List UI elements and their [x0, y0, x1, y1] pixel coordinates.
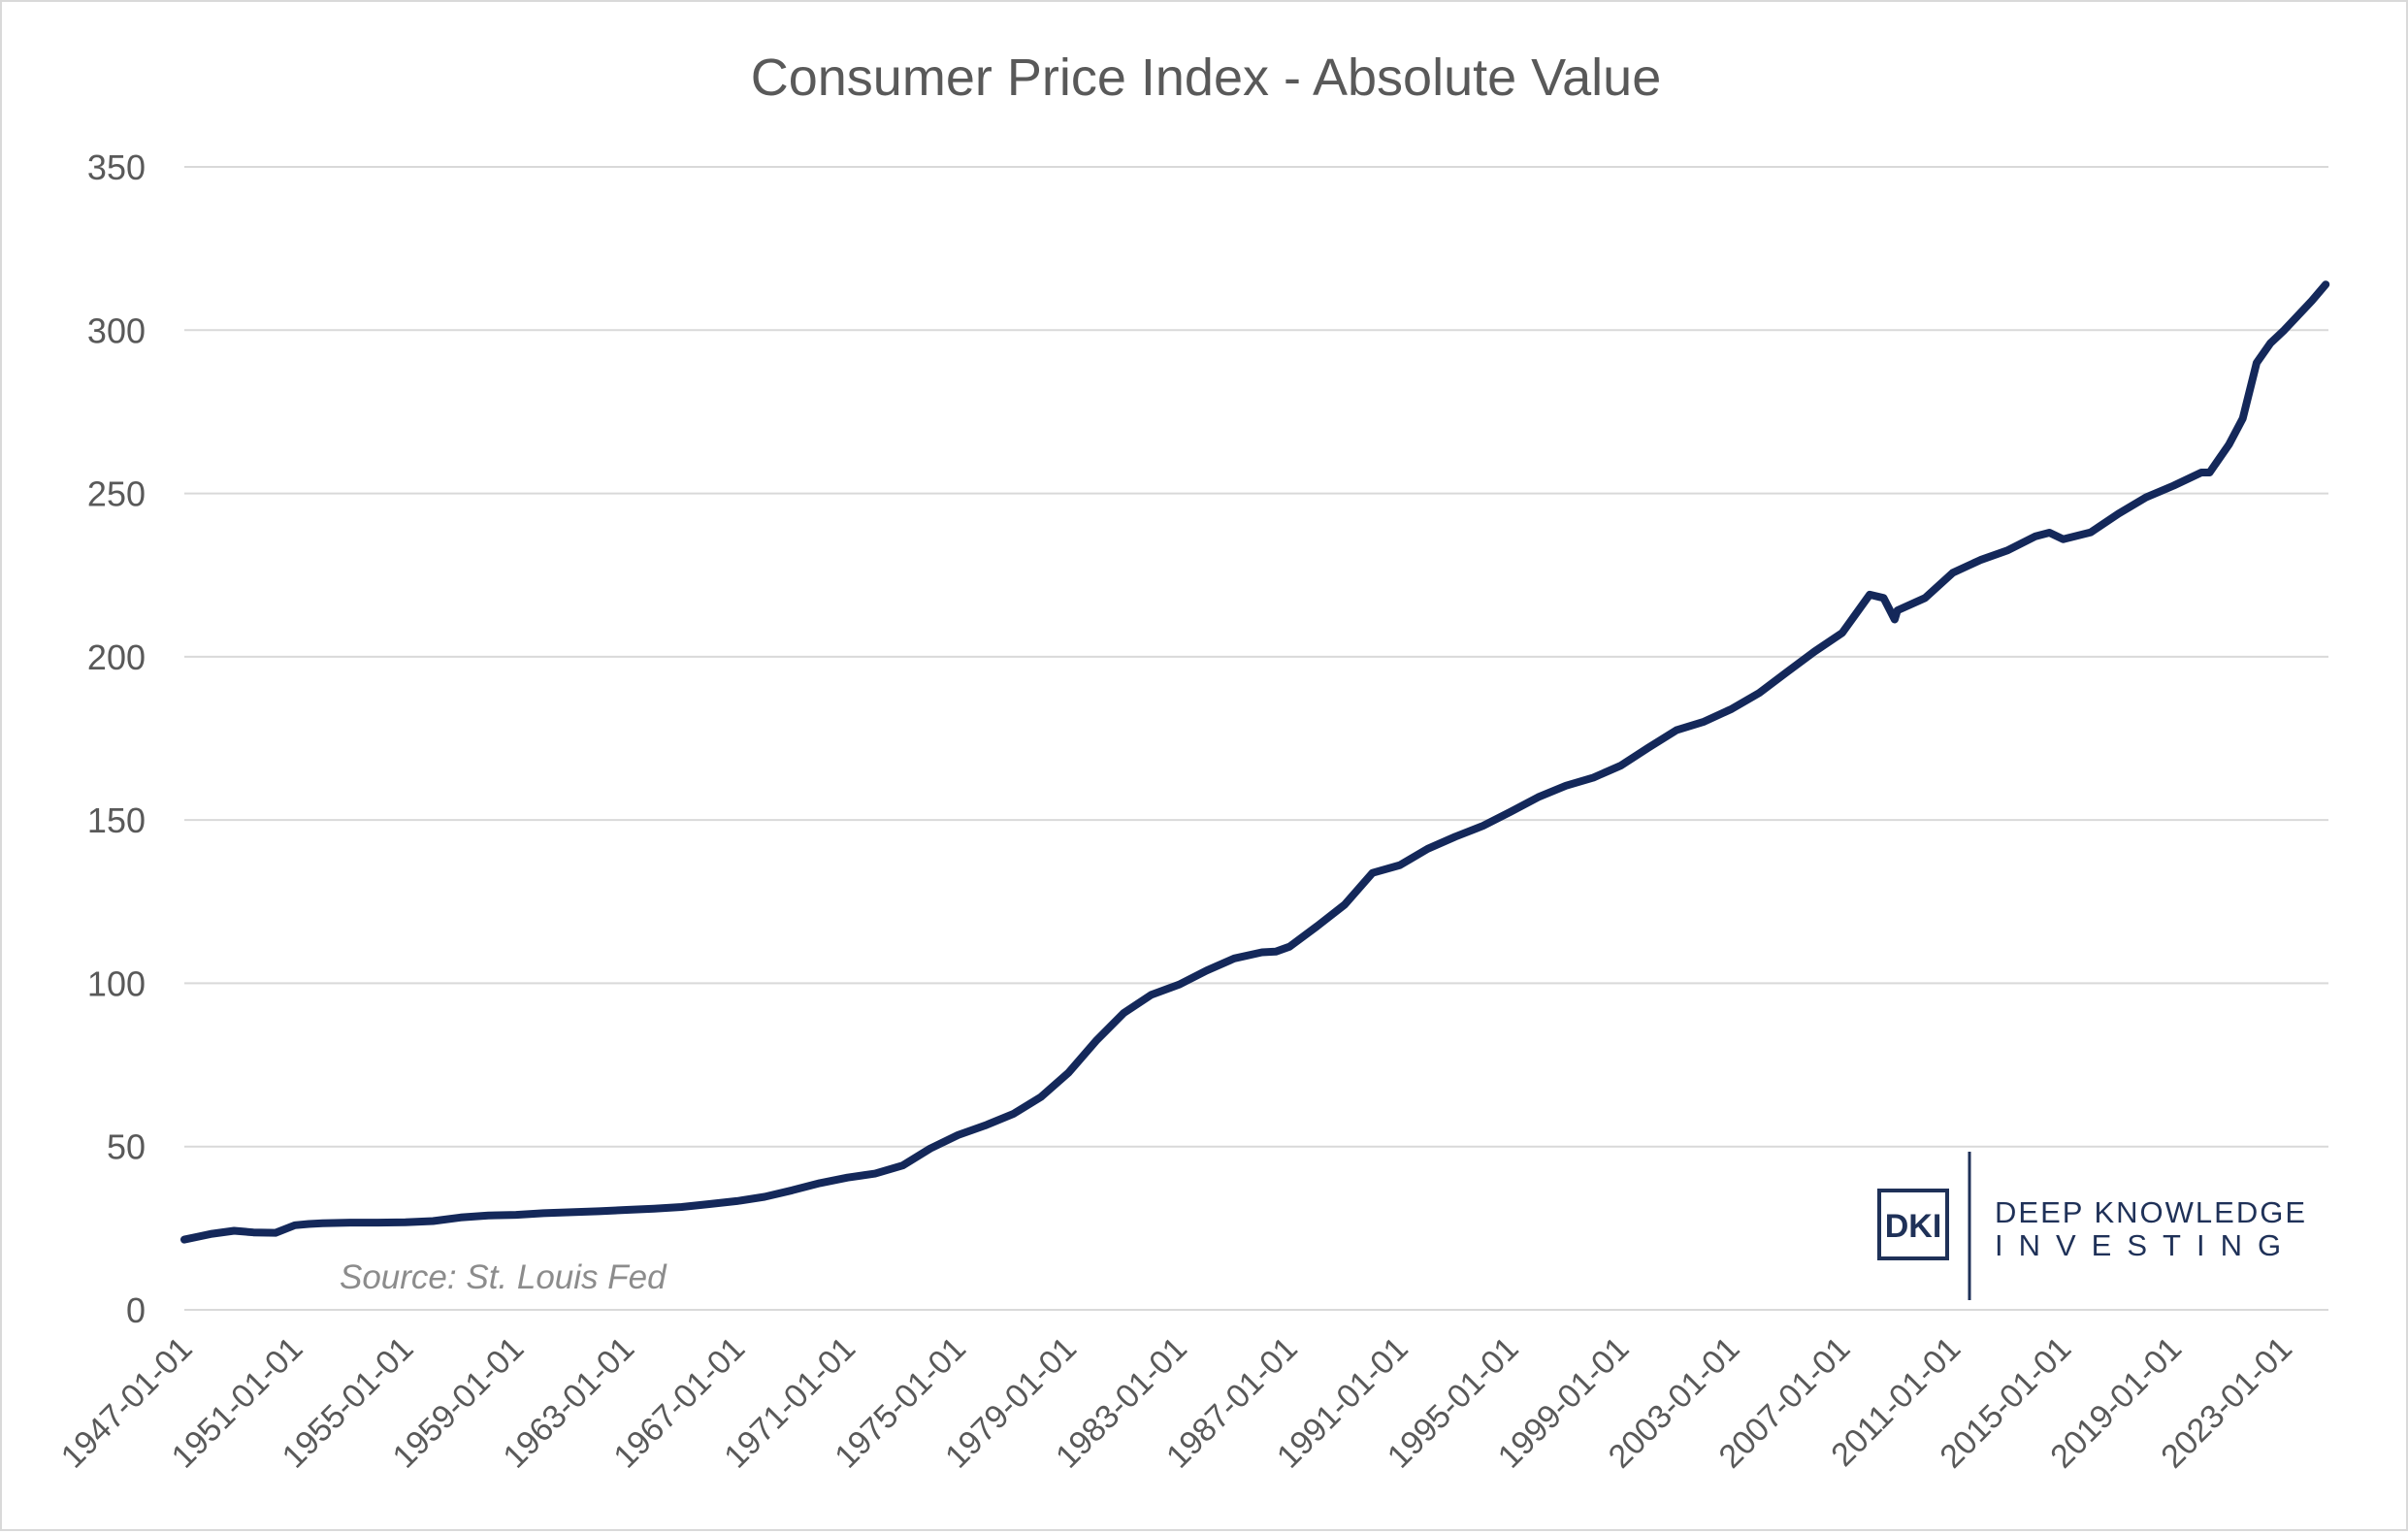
x-axis-tick-labels: 1947-01-011951-01-011955-01-011959-01-01… — [54, 1330, 2299, 1476]
logo-mark-text: DKI — [1885, 1208, 1942, 1245]
y-tick-label-50: 50 — [107, 1127, 146, 1167]
grid-layer — [184, 166, 2328, 1311]
y-tick-label-0: 0 — [126, 1290, 146, 1330]
series-layer — [180, 280, 2330, 1244]
y-tick-label-150: 150 — [87, 800, 146, 840]
y-tick-label-250: 250 — [87, 474, 146, 514]
y-tick-label-100: 100 — [87, 963, 146, 1003]
y-tick-label-350: 350 — [87, 147, 146, 187]
logo-line-1: DEEP KNOWLEDGE — [1995, 1195, 2307, 1229]
logo-line-2: INVESTING — [1995, 1228, 2296, 1262]
y-axis-tick-labels: 0 50 100 150 200 250 300 350 — [87, 147, 146, 1330]
deep-knowledge-investing-logo: DKI DEEP KNOWLEDGE INVESTING — [1877, 1152, 2307, 1300]
logo-mark-box — [1877, 1189, 1949, 1260]
y-tick-label-300: 300 — [87, 310, 146, 350]
y-tick-label-200: 200 — [87, 637, 146, 677]
chart-title: Consumer Price Index - Absolute Value — [751, 49, 1662, 107]
cpi-series-line — [180, 280, 2330, 1244]
source-note: Source: St. Louis Fed — [340, 1258, 667, 1296]
